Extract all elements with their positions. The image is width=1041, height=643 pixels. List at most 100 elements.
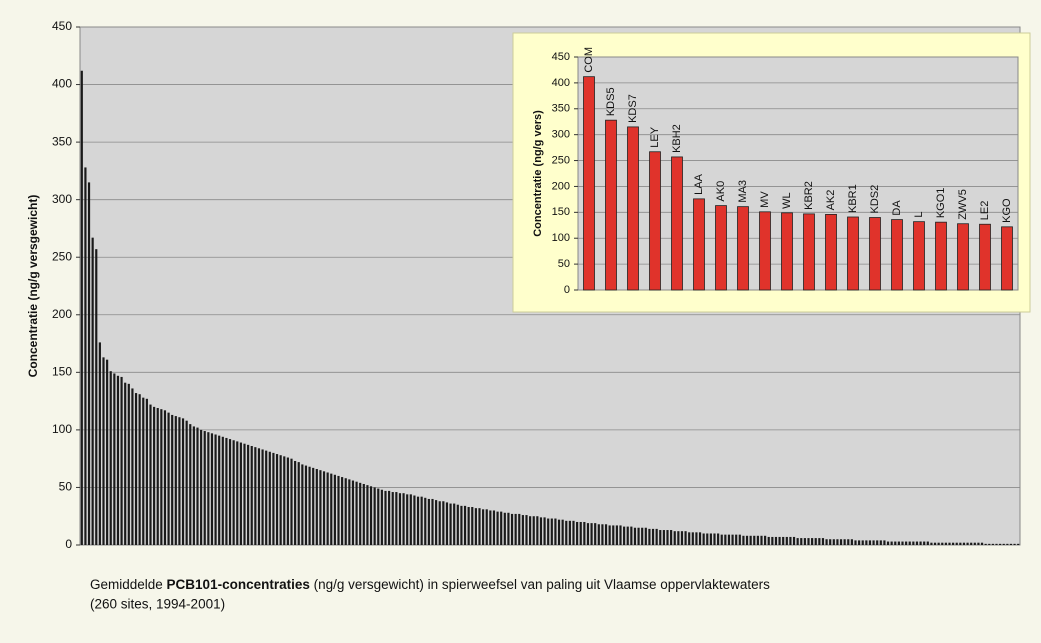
bar bbox=[449, 503, 452, 545]
y-tick-label: 300 bbox=[52, 192, 72, 206]
bar bbox=[778, 536, 781, 545]
bar bbox=[782, 536, 785, 545]
bar bbox=[536, 516, 539, 545]
bar bbox=[344, 478, 347, 545]
bar bbox=[933, 542, 937, 545]
bar bbox=[438, 501, 441, 545]
bar bbox=[214, 434, 217, 545]
bar bbox=[651, 528, 655, 545]
bar bbox=[304, 465, 308, 545]
bar bbox=[279, 455, 282, 545]
bar bbox=[825, 539, 828, 545]
bar bbox=[695, 532, 698, 545]
y-tick-label: 0 bbox=[564, 284, 570, 296]
bar bbox=[876, 540, 879, 545]
caption: (260 sites, 1994-2001) bbox=[90, 597, 225, 612]
bar bbox=[601, 524, 604, 545]
bar bbox=[604, 524, 608, 545]
bar bbox=[496, 511, 499, 545]
bar bbox=[1006, 543, 1009, 545]
bar bbox=[727, 534, 731, 545]
y-tick-label: 300 bbox=[552, 129, 570, 141]
bar bbox=[373, 487, 376, 545]
x-category-label: WL bbox=[781, 192, 793, 209]
bar bbox=[894, 541, 897, 545]
bar bbox=[250, 446, 253, 545]
bar bbox=[568, 520, 571, 545]
bar bbox=[308, 466, 311, 545]
bar bbox=[594, 523, 597, 545]
y-tick-label: 350 bbox=[552, 103, 570, 115]
bar bbox=[869, 217, 881, 291]
x-category-label: AK2 bbox=[825, 190, 837, 211]
bar bbox=[883, 540, 886, 545]
bar bbox=[91, 237, 94, 546]
bar bbox=[742, 535, 745, 545]
bar bbox=[326, 472, 329, 545]
y-tick-label: 0 bbox=[65, 537, 72, 551]
x-category-label: KGO bbox=[1001, 198, 1013, 223]
bar bbox=[225, 437, 228, 545]
bar bbox=[236, 441, 239, 545]
bar bbox=[579, 521, 582, 545]
x-category-label: LEY bbox=[649, 126, 661, 147]
y-tick-label: 100 bbox=[52, 422, 72, 436]
bar bbox=[485, 509, 488, 545]
bar bbox=[134, 393, 138, 545]
y-tick-label: 450 bbox=[52, 19, 72, 33]
bar bbox=[192, 426, 195, 545]
bar bbox=[962, 542, 966, 545]
y-tick-label: 200 bbox=[552, 180, 570, 192]
bar bbox=[615, 525, 618, 545]
bar bbox=[87, 182, 91, 545]
bar bbox=[702, 533, 705, 545]
bar bbox=[525, 515, 528, 545]
x-category-label: LE2 bbox=[979, 201, 991, 221]
bar bbox=[745, 535, 749, 545]
bar bbox=[666, 530, 669, 545]
bar bbox=[749, 535, 752, 545]
bar bbox=[406, 494, 409, 545]
bar bbox=[767, 536, 770, 545]
bar bbox=[312, 467, 315, 545]
bar bbox=[153, 406, 156, 545]
bar bbox=[257, 448, 261, 545]
y-tick-label: 150 bbox=[552, 206, 570, 218]
bar bbox=[619, 525, 622, 545]
x-category-label: KDS7 bbox=[627, 94, 639, 123]
bar bbox=[286, 457, 289, 545]
bar bbox=[724, 534, 727, 545]
bar bbox=[80, 70, 83, 546]
bar bbox=[369, 486, 373, 545]
bar bbox=[388, 490, 391, 545]
bar bbox=[706, 533, 709, 545]
bar bbox=[709, 533, 712, 545]
bar bbox=[124, 382, 127, 545]
bar bbox=[482, 509, 485, 545]
x-category-label: AK0 bbox=[715, 181, 727, 202]
bar bbox=[189, 424, 192, 545]
bar bbox=[337, 475, 340, 545]
bar bbox=[351, 480, 355, 545]
bar bbox=[529, 516, 532, 545]
bar bbox=[966, 542, 969, 545]
bar bbox=[605, 119, 617, 291]
bar bbox=[167, 412, 170, 545]
bar bbox=[937, 542, 940, 545]
bar bbox=[847, 216, 859, 291]
x-category-label: L bbox=[913, 212, 925, 218]
bar bbox=[935, 221, 947, 291]
bar bbox=[290, 458, 293, 545]
bar bbox=[627, 126, 639, 291]
bar bbox=[988, 543, 991, 545]
y-tick-label: 250 bbox=[552, 154, 570, 166]
bar bbox=[753, 535, 756, 545]
bar bbox=[239, 442, 242, 545]
x-category-label: LAA bbox=[693, 173, 705, 194]
bar bbox=[879, 540, 882, 545]
bar bbox=[572, 520, 575, 545]
bar bbox=[254, 447, 257, 545]
bar bbox=[807, 538, 810, 545]
bar bbox=[84, 167, 87, 546]
y-tick-label: 400 bbox=[552, 77, 570, 89]
